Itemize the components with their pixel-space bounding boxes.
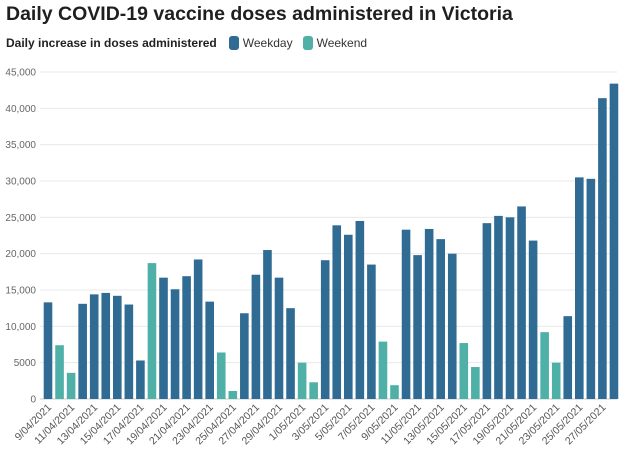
chart-title: Daily COVID-19 vaccine doses administere… (6, 3, 513, 25)
bar-weekday[interactable] (170, 289, 180, 399)
bar-weekend[interactable] (309, 382, 318, 399)
bar-weekend[interactable] (147, 263, 157, 399)
bar-weekday[interactable] (240, 313, 249, 399)
bar-weekend[interactable] (216, 352, 226, 399)
bar-weekday[interactable] (332, 225, 342, 399)
y-tick-label: 5000 (14, 358, 37, 369)
bar-weekday[interactable] (609, 83, 619, 399)
bar-weekday[interactable] (205, 301, 214, 399)
bar-weekday[interactable] (575, 177, 584, 399)
weekday-swatch (228, 36, 239, 50)
bar-weekday[interactable] (193, 259, 203, 399)
bar-weekday[interactable] (251, 274, 261, 399)
bar-weekend[interactable] (228, 391, 238, 399)
y-tick-label: 35,000 (5, 140, 36, 151)
bar-weekday[interactable] (43, 302, 53, 399)
bar-weekday[interactable] (320, 260, 330, 399)
legend: Daily increase in doses administered Wee… (6, 36, 377, 50)
bar-weekday[interactable] (494, 215, 503, 399)
bar-weekday[interactable] (263, 250, 272, 399)
bar-weekday[interactable] (124, 304, 134, 399)
bar-weekend[interactable] (378, 341, 388, 399)
y-tick-label: 10,000 (5, 322, 36, 333)
bar-weekday[interactable] (113, 295, 122, 399)
bar-weekday[interactable] (482, 223, 492, 399)
bar-weekday[interactable] (413, 255, 422, 399)
legend-item-weekend[interactable]: Weekend (302, 36, 368, 50)
bar-weekday[interactable] (274, 277, 284, 399)
bar-weekday[interactable] (355, 220, 365, 399)
bar-weekday[interactable] (101, 292, 111, 399)
bar-weekday[interactable] (344, 234, 353, 399)
y-tick-label: 0 (30, 395, 36, 406)
bar-weekday[interactable] (89, 294, 99, 399)
bar-weekend[interactable] (540, 332, 549, 399)
bar-weekend[interactable] (297, 362, 307, 399)
bar-weekday[interactable] (517, 206, 526, 399)
bar-weekend[interactable] (551, 362, 561, 399)
bar-weekday[interactable] (78, 303, 87, 399)
y-tick-label: 30,000 (5, 177, 36, 188)
legend-label-weekend: Weekend (316, 36, 368, 50)
bar-weekend[interactable] (66, 372, 76, 399)
y-tick-label: 25,000 (5, 213, 36, 224)
y-tick-label: 45,000 (5, 68, 36, 79)
bar-weekday[interactable] (563, 316, 573, 399)
bar-weekend[interactable] (390, 385, 399, 399)
bar-weekday[interactable] (424, 228, 434, 399)
bar-weekday[interactable] (286, 308, 295, 399)
legend-label-weekday: Weekday (242, 36, 293, 50)
weekend-swatch (302, 36, 313, 50)
bar-weekday[interactable] (528, 240, 538, 399)
bar-weekday[interactable] (136, 360, 145, 399)
bar-weekday[interactable] (436, 239, 445, 399)
bar-weekend[interactable] (55, 345, 64, 399)
bar-weekday[interactable] (505, 217, 515, 399)
bar-weekday[interactable] (401, 229, 411, 399)
bar-weekend[interactable] (471, 367, 480, 399)
bar-weekday[interactable] (447, 253, 457, 399)
bar-weekday[interactable] (586, 178, 596, 399)
bar-weekday[interactable] (182, 276, 191, 399)
bars (43, 83, 619, 399)
bar-weekday[interactable] (367, 264, 376, 399)
bar-weekday[interactable] (159, 277, 168, 399)
y-axis: 0 5000 10,000 15,000 20,000 25,000 30,000 35,00… (5, 68, 36, 406)
legend-title: Daily increase in doses administered (6, 36, 217, 50)
x-axis: 9/04/202111/04/202113/04/202115/04/20211… (13, 402, 609, 448)
bar-weekday[interactable] (598, 98, 607, 399)
y-tick-label: 15,000 (5, 286, 36, 297)
y-tick-label: 20,000 (5, 249, 36, 260)
y-tick-label: 40,000 (5, 104, 36, 115)
legend-item-weekday[interactable]: Weekday (228, 36, 293, 50)
bar-weekend[interactable] (459, 343, 469, 399)
